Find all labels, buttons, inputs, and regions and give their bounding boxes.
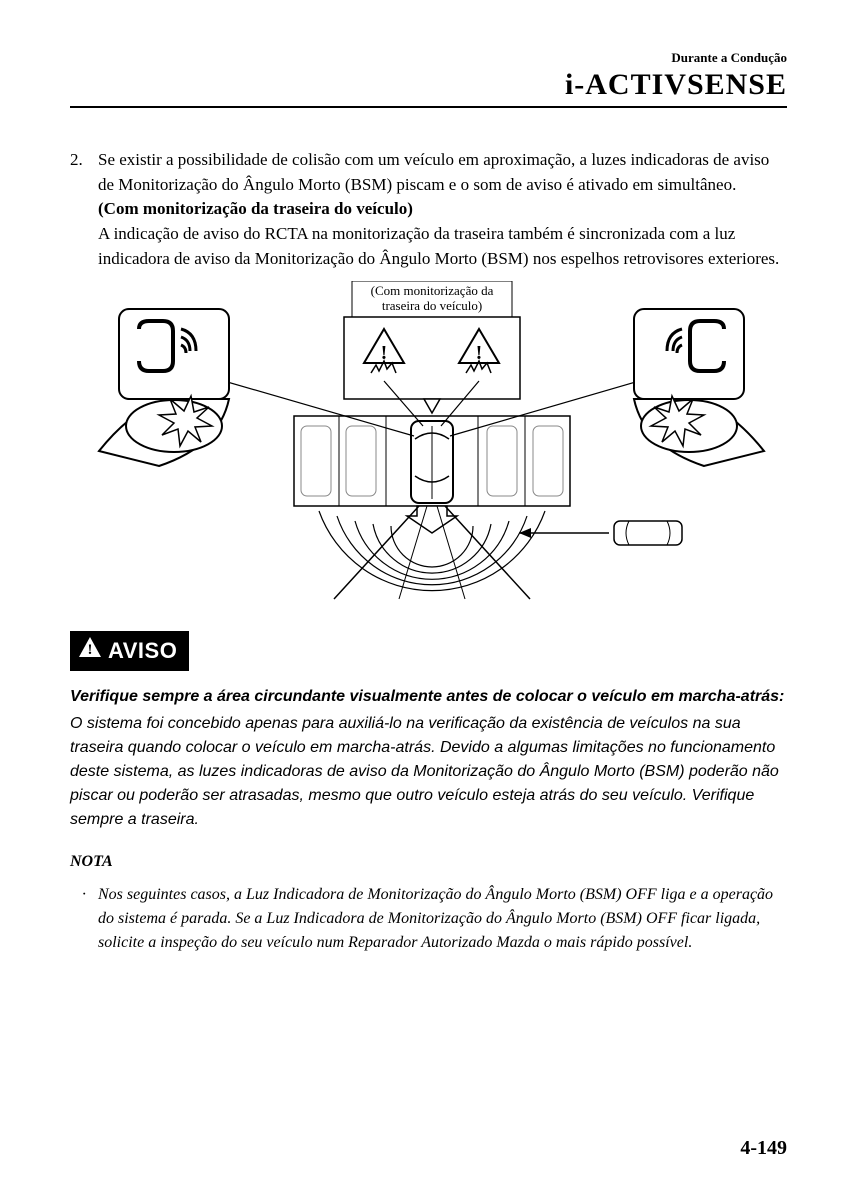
rcta-diagram: (Com monitorização da traseira do veícul… <box>70 281 787 601</box>
nota-heading: NOTA <box>70 850 787 873</box>
item-bold-line: (Com monitorização da traseira do veícul… <box>98 199 413 218</box>
item-body: Se existir a possibilidade de colisão co… <box>98 148 787 271</box>
warning-triangle-icon: ! <box>78 636 102 666</box>
warning-title: Verifique sempre a área circundante visu… <box>70 685 787 708</box>
nota-item: · Nos seguintes casos, a Luz Indicadora … <box>70 883 787 955</box>
numbered-item: 2. Se existir a possibilidade de colisão… <box>70 148 787 271</box>
page-number: 4-149 <box>740 1137 787 1160</box>
main-content: 2. Se existir a possibilidade de colisão… <box>70 148 787 955</box>
header-category: Durante a Condução <box>70 50 787 66</box>
nota-bullet: · <box>82 883 98 955</box>
item-number: 2. <box>70 148 98 271</box>
item-para1: Se existir a possibilidade de colisão co… <box>98 150 769 194</box>
left-mirror-callout <box>99 309 229 466</box>
item-para2: A indicação de aviso do RCTA na monitori… <box>98 224 779 268</box>
warning-body: O sistema foi concebido apenas para auxi… <box>70 712 787 832</box>
own-car-icon <box>411 421 453 503</box>
right-mirror-callout <box>634 309 764 466</box>
diagram-callout-2: traseira do veículo) <box>381 298 481 313</box>
aviso-label: AVISO <box>108 635 177 667</box>
header-title: i-ACTIVSENSE <box>70 68 787 102</box>
diagram-callout-1: (Com monitorização da <box>370 283 493 298</box>
warning-block: ! AVISO Verifique sempre a área circunda… <box>70 631 787 832</box>
nota-text: Nos seguintes casos, a Luz Indicadora de… <box>98 883 787 955</box>
svg-text:!: ! <box>88 642 93 658</box>
page-header: Durante a Condução i-ACTIVSENSE <box>70 50 787 108</box>
aviso-badge: ! AVISO <box>70 631 189 671</box>
approaching-car-icon <box>614 521 682 545</box>
